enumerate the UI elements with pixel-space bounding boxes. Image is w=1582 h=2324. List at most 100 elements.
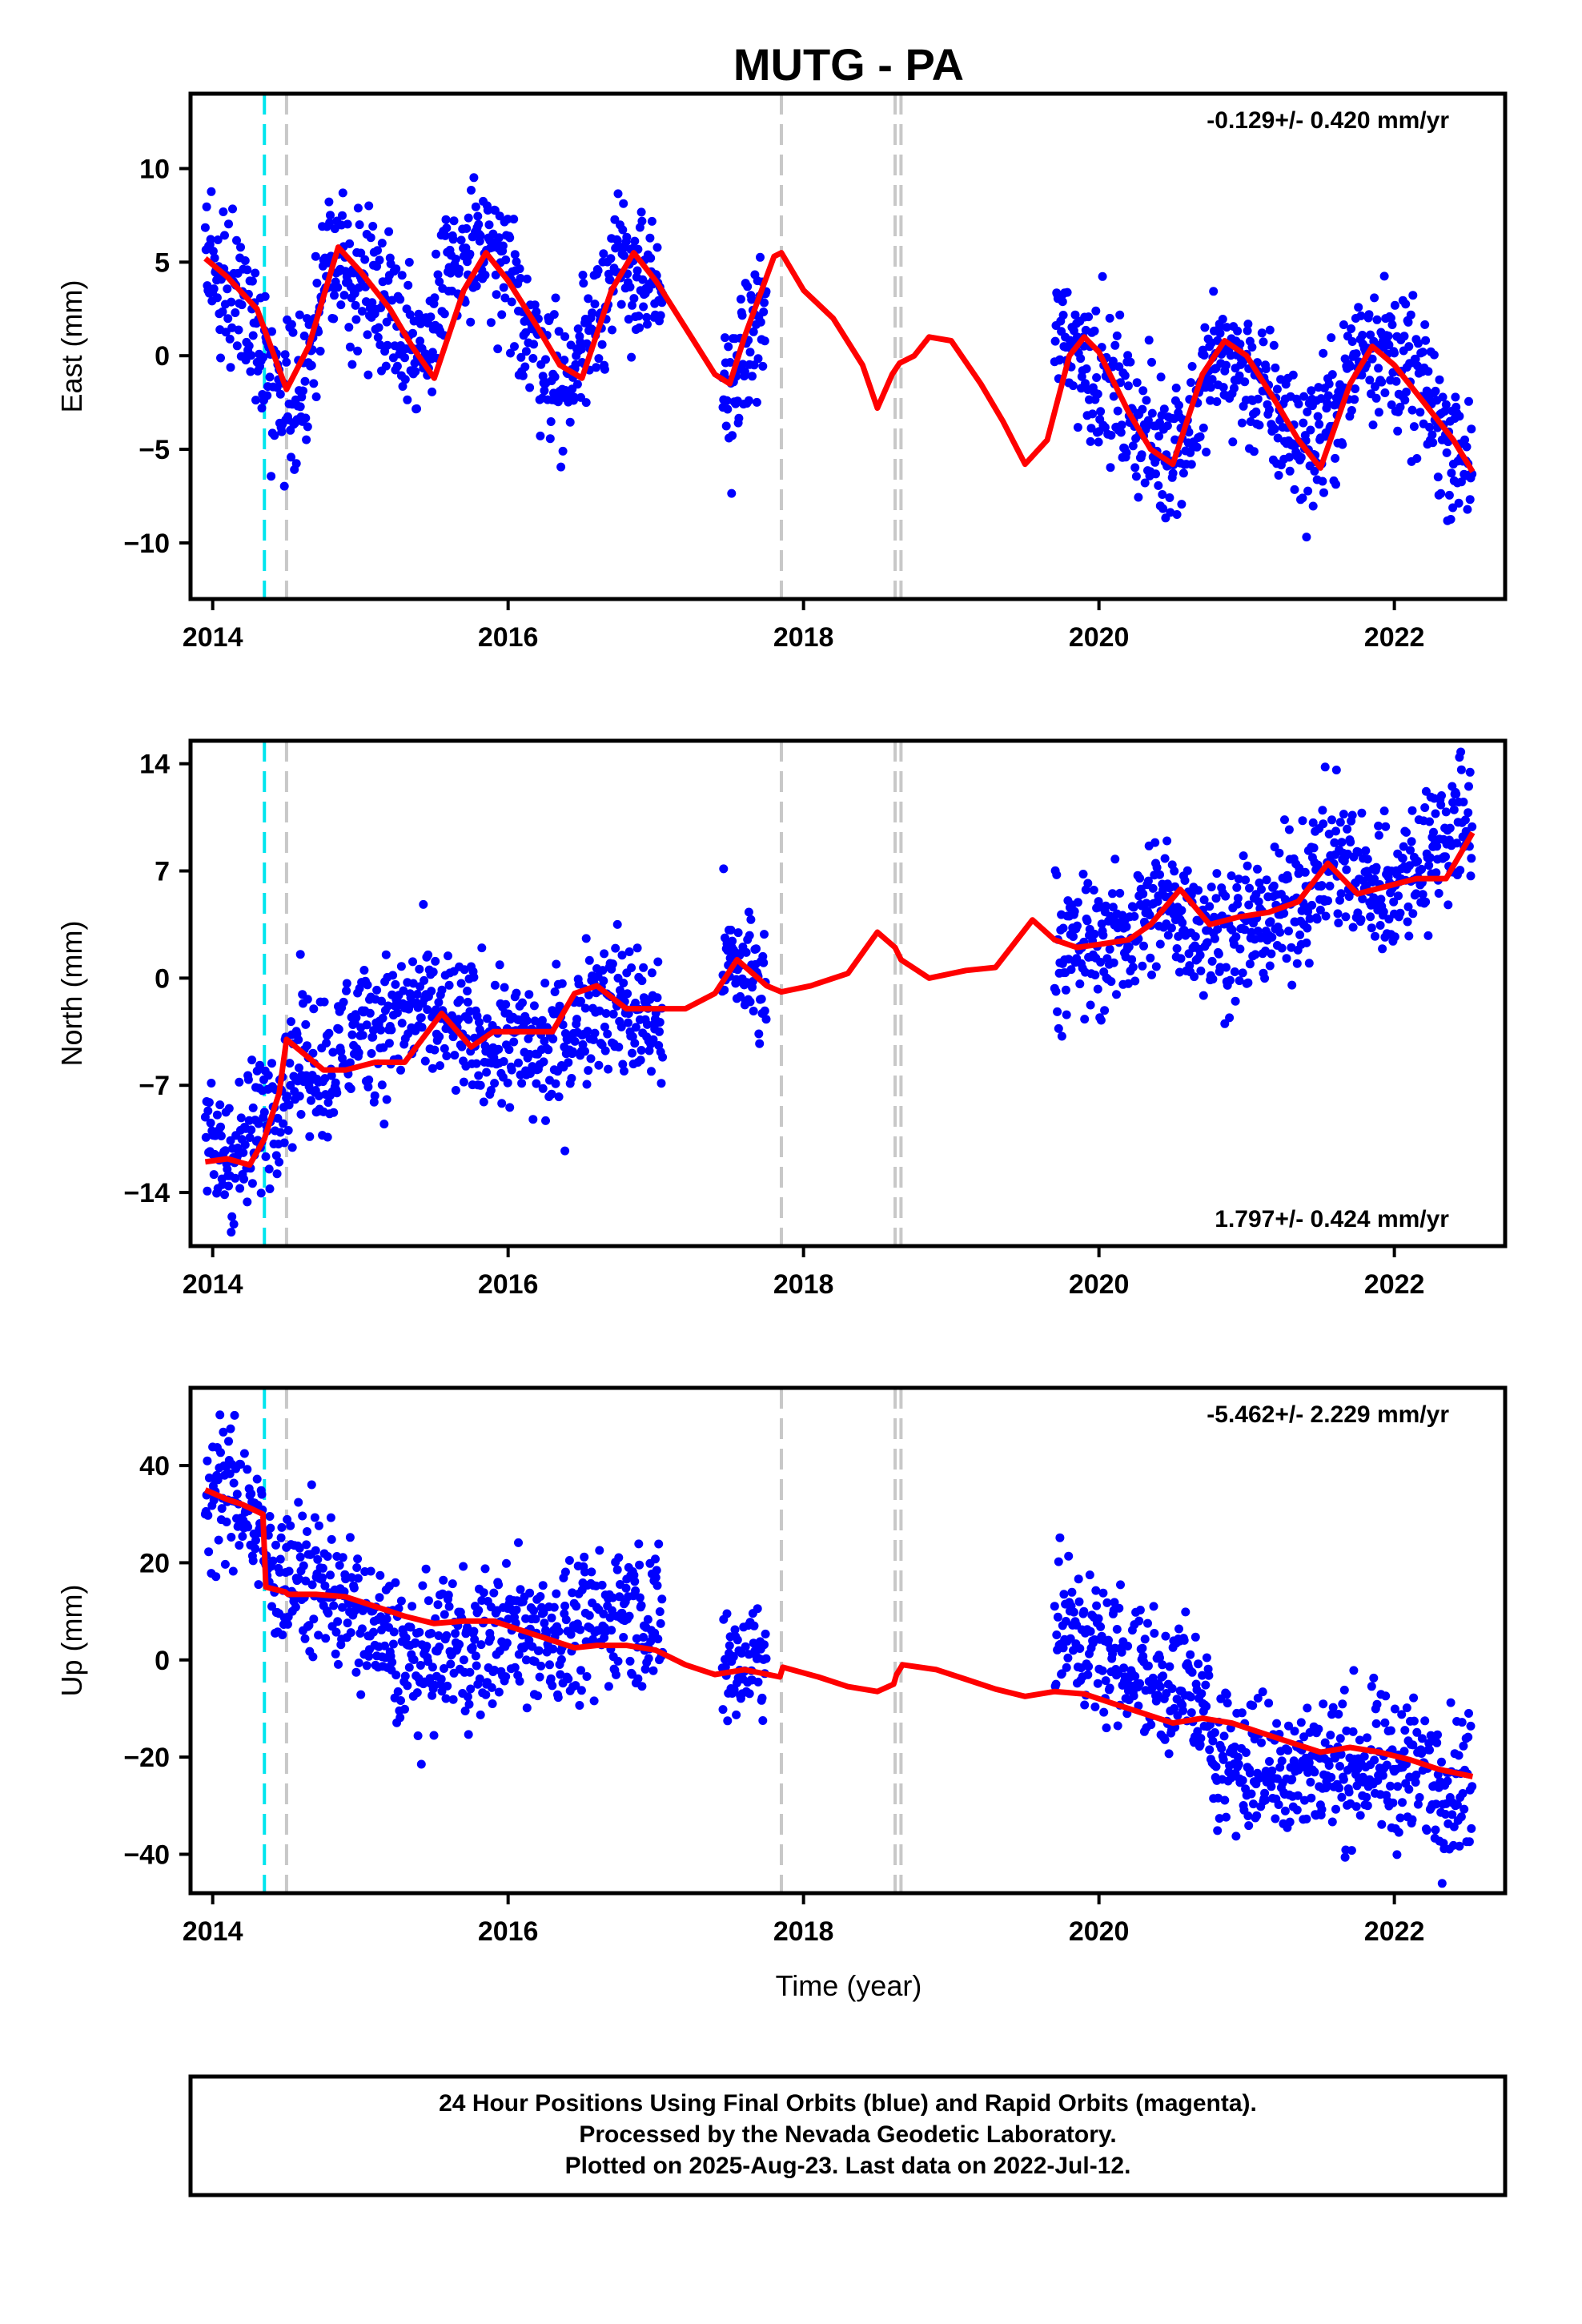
data-point xyxy=(384,227,394,236)
data-point xyxy=(1238,968,1247,978)
data-point xyxy=(743,282,753,292)
data-point xyxy=(1348,1727,1358,1736)
data-point xyxy=(1347,406,1356,415)
data-point xyxy=(401,1633,411,1642)
data-point xyxy=(236,243,245,252)
data-point xyxy=(1404,342,1414,352)
data-point xyxy=(261,1152,271,1161)
data-point xyxy=(416,1661,425,1670)
data-point xyxy=(1466,1721,1476,1731)
data-point xyxy=(721,1663,730,1672)
data-point xyxy=(331,1627,341,1637)
data-point xyxy=(477,943,487,953)
data-point xyxy=(643,320,652,329)
data-point xyxy=(479,1588,488,1598)
data-point xyxy=(353,203,363,213)
data-point xyxy=(373,246,382,255)
data-point xyxy=(212,293,222,303)
data-point xyxy=(1397,1710,1407,1719)
data-point xyxy=(1465,495,1475,505)
data-point xyxy=(314,1521,323,1530)
data-point xyxy=(1303,407,1312,416)
data-point xyxy=(318,1573,327,1582)
data-point xyxy=(632,266,642,275)
data-point xyxy=(235,1184,245,1193)
data-point xyxy=(745,997,755,1007)
x-tick-label: 2016 xyxy=(478,1916,539,1947)
data-point xyxy=(1194,1659,1203,1669)
data-point xyxy=(440,309,449,319)
data-point xyxy=(1418,890,1427,899)
data-point xyxy=(1377,377,1387,387)
data-point xyxy=(608,1009,618,1019)
data-point xyxy=(1363,1733,1371,1743)
data-point xyxy=(339,291,349,300)
data-point xyxy=(1283,1746,1293,1755)
data-point xyxy=(1428,438,1438,448)
data-point xyxy=(1275,927,1285,937)
data-point xyxy=(1429,350,1439,360)
data-point xyxy=(464,1015,473,1024)
data-point xyxy=(1129,903,1138,912)
data-point xyxy=(476,1710,485,1719)
data-point xyxy=(491,270,500,279)
data-point xyxy=(444,951,452,961)
data-point xyxy=(448,1032,458,1042)
data-point xyxy=(573,324,583,334)
data-point xyxy=(338,1602,347,1612)
data-point xyxy=(1101,1676,1110,1686)
data-point xyxy=(462,223,472,233)
data-point xyxy=(564,1556,574,1565)
data-point xyxy=(278,1630,287,1639)
data-point xyxy=(1367,354,1377,364)
data-point xyxy=(471,202,480,211)
data-point xyxy=(1208,1736,1218,1746)
data-point xyxy=(1165,493,1174,502)
data-point xyxy=(1382,1760,1391,1770)
data-point xyxy=(1434,889,1443,898)
data-point xyxy=(494,233,504,243)
data-point xyxy=(1196,966,1206,975)
data-point xyxy=(324,197,334,207)
data-point xyxy=(1294,400,1303,408)
data-point xyxy=(223,314,233,324)
data-point xyxy=(1193,1727,1203,1736)
data-point xyxy=(1335,1734,1345,1743)
data-point xyxy=(1213,1826,1223,1835)
data-point xyxy=(579,279,588,288)
data-point xyxy=(201,1132,211,1142)
rate-annotation: 1.797+/- 0.424 mm/yr xyxy=(1215,1206,1449,1232)
data-point xyxy=(532,1079,541,1088)
data-point xyxy=(224,1181,233,1191)
data-point xyxy=(576,337,585,347)
data-point xyxy=(227,1228,236,1237)
data-point xyxy=(482,1068,492,1077)
data-point xyxy=(1298,816,1307,826)
data-point xyxy=(397,271,407,280)
data-point xyxy=(251,396,260,405)
data-point xyxy=(1222,360,1231,370)
data-point xyxy=(427,1629,436,1638)
data-point xyxy=(656,1618,665,1628)
data-point xyxy=(1466,871,1476,881)
data-point xyxy=(408,957,417,967)
data-point xyxy=(1334,919,1343,927)
data-point xyxy=(1202,448,1211,456)
data-point xyxy=(210,253,219,263)
data-point xyxy=(1130,463,1140,472)
data-point xyxy=(1110,340,1120,350)
data-point xyxy=(1290,485,1299,494)
x-tick-label: 2018 xyxy=(773,1916,834,1947)
data-point xyxy=(449,216,459,226)
data-point xyxy=(1174,1624,1183,1634)
data-point xyxy=(434,1631,444,1640)
data-point xyxy=(213,235,223,244)
data-point xyxy=(1468,1782,1477,1791)
data-point xyxy=(1436,800,1446,810)
data-point xyxy=(1114,362,1124,372)
data-point xyxy=(334,1024,343,1034)
data-point xyxy=(431,956,440,966)
data-point xyxy=(605,275,615,285)
data-point xyxy=(376,1025,386,1035)
